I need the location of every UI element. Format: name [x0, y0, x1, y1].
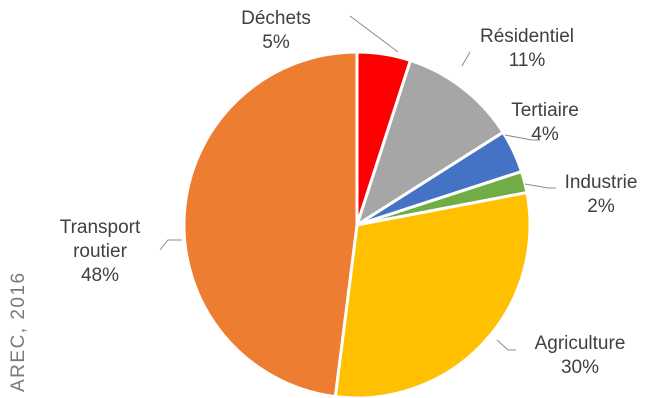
label-dechets: Déchets 5%	[241, 8, 311, 53]
label-transport-routier: Transport routier 48%	[60, 217, 141, 286]
label-value-agriculture: 30%	[561, 357, 599, 378]
label-residentiel: Résidentiel 11%	[480, 26, 574, 71]
leader-lines	[159, 15, 556, 351]
leader-line-agriculture	[496, 339, 516, 351]
label-name-industrie: Industrie	[565, 172, 638, 193]
slice-transport-routier	[182, 50, 359, 398]
label-name-residentiel: Résidentiel	[480, 26, 574, 47]
label-industrie: Industrie 2%	[565, 172, 638, 217]
label-name-agriculture: Agriculture	[535, 333, 626, 354]
slice-labels: Déchets 5% Résidentiel 11% Tertiaire 4% Indust…	[60, 8, 638, 378]
label-value-tertiaire: 4%	[531, 124, 559, 145]
label-value-dechets: 5%	[262, 32, 290, 53]
leader-line-tertiaire	[504, 134, 540, 141]
source-note: AREC, 2016	[8, 271, 29, 392]
leader-line-industrie	[524, 183, 556, 189]
label-name-dechets: Déchets	[241, 8, 311, 29]
slice-agriculture	[333, 191, 532, 398]
slice-residentiel	[355, 58, 505, 227]
label-value-industrie: 2%	[587, 196, 615, 217]
leader-line-dechets	[349, 15, 399, 53]
leader-line-residentiel	[461, 51, 471, 67]
label-name-transport-routier: routier	[73, 241, 128, 262]
leader-line-transport-routier	[159, 239, 182, 251]
label-tertiaire: Tertiaire 4%	[511, 100, 579, 145]
label-value-transport-routier: 48%	[81, 265, 119, 286]
label-name-transport-routier: Transport	[60, 217, 141, 238]
label-name-tertiaire: Tertiaire	[511, 100, 579, 121]
label-agriculture: Agriculture 30%	[535, 333, 626, 378]
label-value-residentiel: 11%	[509, 50, 546, 71]
pie-slices	[182, 50, 532, 398]
